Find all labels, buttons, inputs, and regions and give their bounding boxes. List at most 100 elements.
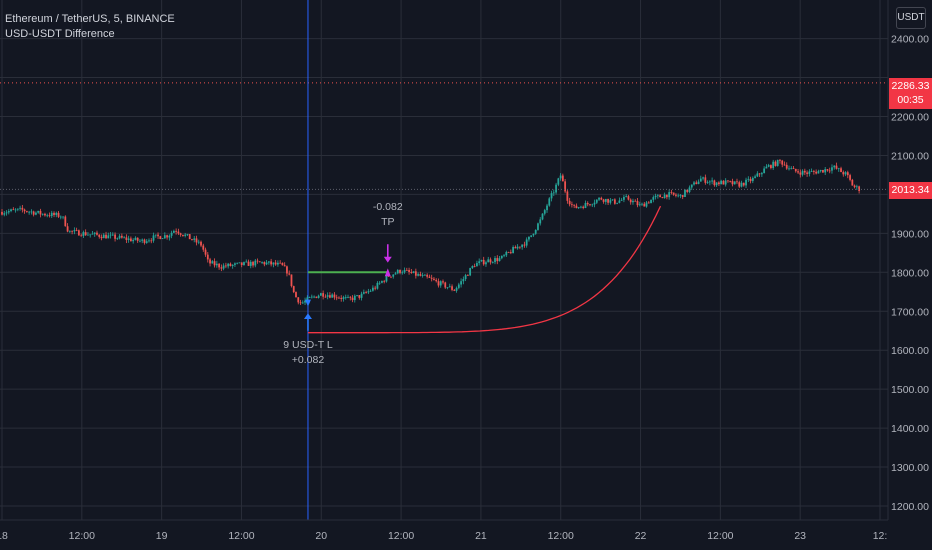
candle-body	[202, 245, 205, 250]
candle-body	[776, 159, 779, 166]
candle-body	[548, 198, 551, 206]
trade-markers: -0.082 TP 9 USD-T L +0.082	[283, 201, 403, 366]
candle-body	[699, 178, 702, 182]
candle-body	[774, 161, 777, 166]
candle-body	[573, 204, 576, 206]
candle-body	[711, 180, 714, 182]
candle-body	[62, 216, 64, 218]
currency-button[interactable]: USDT	[896, 7, 926, 29]
candle-body	[163, 235, 166, 239]
candle-body	[571, 204, 573, 206]
candle-body	[399, 269, 401, 273]
candle-body	[102, 234, 105, 239]
candle-body	[672, 192, 675, 195]
candle-body	[652, 197, 655, 200]
candle-body	[756, 173, 759, 177]
high-price-tag: 2286.33 00:35	[889, 78, 932, 109]
entry-triangle-icon	[304, 299, 311, 307]
time-tick-label: 12:00	[228, 530, 254, 542]
candle-body	[478, 261, 481, 264]
candle-body	[87, 234, 89, 236]
candle-body	[690, 184, 693, 188]
candle-body	[141, 239, 144, 241]
candle-body	[385, 275, 388, 282]
candle-body	[677, 195, 680, 197]
candle-body	[53, 212, 55, 215]
candle-body	[77, 230, 80, 236]
candle-body	[25, 211, 28, 212]
candle-body	[41, 213, 44, 215]
candle-body	[476, 263, 478, 267]
countdown-timer: 00:35	[897, 94, 924, 106]
time-tick-label: 22	[635, 530, 647, 542]
candle-body	[123, 237, 126, 239]
candle-body	[340, 297, 343, 299]
candle-body	[360, 293, 363, 298]
candle-body	[792, 168, 795, 170]
candle-body	[758, 173, 761, 175]
candle-body	[55, 212, 58, 215]
price-tick-label: 1700.00	[891, 306, 929, 318]
indicator-title[interactable]: USD-USDT Difference	[5, 28, 115, 40]
entry-arrow-icon	[303, 313, 312, 331]
candle-body	[482, 259, 485, 265]
candle-body	[546, 205, 548, 211]
time-tick-label: 23	[794, 530, 806, 542]
candle-body	[299, 302, 302, 304]
candle-body	[290, 274, 293, 287]
candle-body	[166, 235, 168, 238]
candle-body	[604, 198, 607, 202]
candle-body	[80, 235, 83, 237]
candle-body	[442, 281, 444, 283]
symbol-title[interactable]: Ethereum / TetherUS, 5, BINANCE	[5, 13, 175, 25]
candle-body	[530, 235, 533, 237]
candle-body	[130, 238, 132, 242]
candle-body	[338, 297, 340, 299]
candle-body	[175, 230, 178, 232]
chart-legend: Ethereum / TetherUS, 5, BINANCE USD-USDT…	[5, 12, 175, 42]
candle-body	[371, 287, 374, 291]
candle-body	[200, 241, 202, 246]
price-tick-label: 2400.00	[891, 34, 929, 46]
candle-body	[335, 297, 338, 299]
price-tick-label: 2200.00	[891, 112, 929, 124]
candle-body	[586, 203, 589, 205]
candle-body	[408, 270, 410, 273]
price-tick-label: 1900.00	[891, 228, 929, 240]
candle-body	[362, 292, 365, 294]
candle-body	[457, 284, 460, 288]
candle-body	[751, 177, 754, 182]
candle-body	[211, 261, 214, 264]
candle-body	[455, 287, 458, 291]
candle-body	[326, 295, 329, 297]
entry-annotation: +0.082	[292, 354, 325, 366]
candle-body	[274, 262, 277, 265]
candle-body	[35, 212, 37, 215]
candle-body	[435, 279, 438, 282]
candle-body	[828, 170, 831, 172]
candle-body	[636, 201, 639, 206]
candle-body	[23, 209, 26, 212]
candle-body	[770, 165, 772, 168]
candle-body	[810, 171, 813, 172]
chart-grid	[0, 0, 888, 520]
candle-body	[580, 206, 582, 208]
candle-body	[118, 235, 121, 239]
candle-body	[417, 274, 420, 276]
candle-body	[145, 241, 148, 243]
candle-body	[616, 202, 619, 204]
candle-body	[322, 293, 325, 297]
candle-body	[831, 167, 833, 171]
candle-body	[611, 199, 614, 201]
candle-body	[224, 265, 227, 267]
candle-body	[182, 234, 184, 236]
candle-body	[116, 238, 119, 240]
candle-body	[428, 276, 431, 278]
candle-body	[600, 197, 603, 200]
candle-body	[152, 235, 155, 241]
candle-body	[494, 258, 496, 263]
candle-body	[93, 232, 96, 234]
candle-body	[66, 226, 69, 232]
candle-body	[779, 159, 781, 161]
